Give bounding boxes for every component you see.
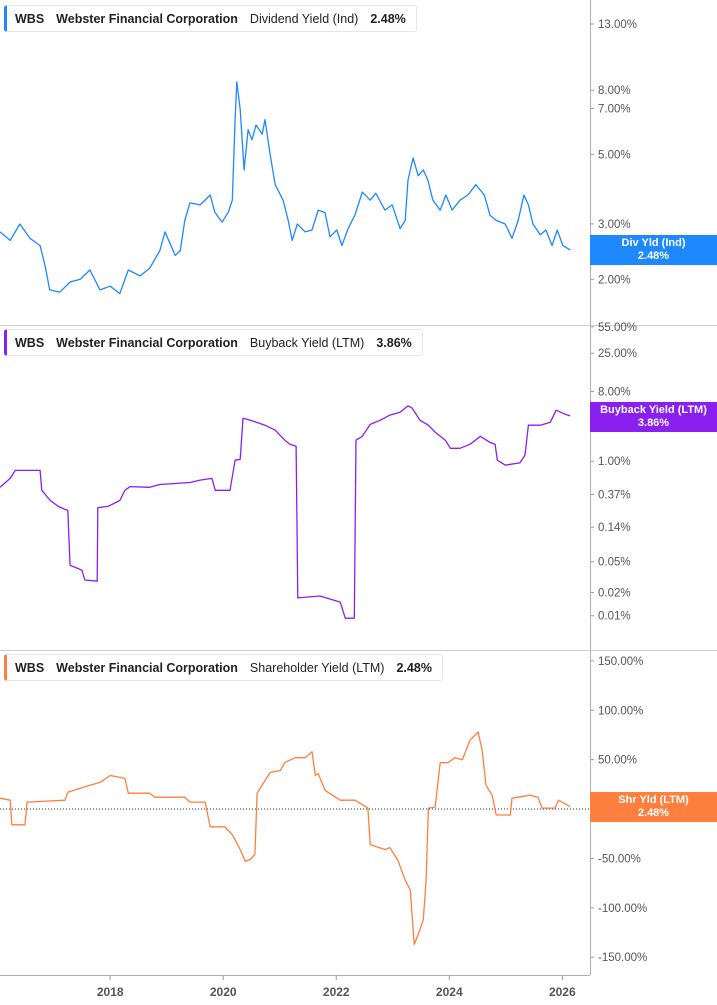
- y-tick-label: 25.00%: [598, 348, 637, 360]
- y-tick-label: 0.02%: [598, 587, 631, 599]
- series-line-3: [0, 731, 571, 946]
- x-tick-label: 2022: [323, 985, 350, 999]
- y-tick-label: 13.00%: [598, 19, 637, 31]
- badge-value: 3.86%: [637, 417, 670, 429]
- ticker: WBS: [15, 335, 45, 350]
- y-tick-label: 55.00%: [598, 322, 637, 334]
- y-tick-label: -100.00%: [598, 903, 647, 915]
- x-tick-label: 2024: [436, 985, 463, 999]
- metric-name: Shareholder Yield (LTM): [249, 660, 385, 675]
- y-tick-label: 5.00%: [598, 149, 631, 161]
- panel-2-header: WBS Webster Financial Corporation Buybac…: [4, 329, 423, 356]
- y-tick-label: 1.00%: [598, 456, 631, 468]
- y-tick-label: 0.14%: [598, 522, 631, 534]
- company-name: Webster Financial Corporation: [56, 335, 238, 350]
- badge-label: Div Yld (Ind): [621, 237, 686, 249]
- y-tick-label: 7.00%: [598, 103, 631, 115]
- y-tick-label: 3.00%: [598, 219, 631, 231]
- dividend-yield-badge: Div Yld (Ind) 2.48%: [590, 235, 717, 265]
- badge-label: Buyback Yield (LTM): [600, 404, 707, 416]
- metric-name: Buyback Yield (LTM): [249, 335, 365, 350]
- y-tick-label: 50.00%: [598, 755, 637, 767]
- badge-value: 2.48%: [637, 250, 670, 262]
- company-name: Webster Financial Corporation: [56, 11, 238, 26]
- series-line-1: [0, 81, 571, 295]
- badge-label: Shr Yld (LTM): [618, 794, 689, 806]
- y-tick-label: -150.00%: [598, 952, 647, 964]
- x-tick-label: 2018: [97, 985, 124, 999]
- y-tick-label: 0.01%: [598, 611, 631, 623]
- y-tick-label: 8.00%: [598, 85, 631, 97]
- y-tick-label: 2.00%: [598, 274, 631, 286]
- ticker: WBS: [15, 660, 45, 675]
- y-tick-label: 0.05%: [598, 557, 631, 569]
- x-tick-label: 2020: [210, 985, 237, 999]
- series-line-2: [0, 405, 571, 619]
- panel-3-header: WBS Webster Financial Corporation Shareh…: [4, 654, 443, 681]
- metric-name: Dividend Yield (Ind): [249, 11, 359, 26]
- panel-1-header: WBS Webster Financial Corporation Divide…: [4, 5, 417, 32]
- x-tick-label: 2026: [549, 985, 576, 999]
- badge-value: 2.48%: [637, 807, 670, 819]
- metric-value: 2.48%: [370, 11, 406, 26]
- company-name: Webster Financial Corporation: [56, 660, 238, 675]
- shareholder-yield-badge: Shr Yld (LTM) 2.48%: [590, 792, 717, 822]
- y-tick-label: 150.00%: [598, 656, 643, 668]
- y-tick-label: 100.00%: [598, 705, 643, 717]
- y-tick-label: 8.00%: [598, 386, 631, 398]
- y-tick-label: 0.37%: [598, 490, 631, 502]
- metric-value: 3.86%: [376, 335, 412, 350]
- y-tick-label: -50.00%: [598, 853, 641, 865]
- ticker: WBS: [15, 11, 45, 26]
- metric-value: 2.48%: [396, 660, 432, 675]
- buyback-yield-badge: Buyback Yield (LTM) 3.86%: [590, 402, 717, 432]
